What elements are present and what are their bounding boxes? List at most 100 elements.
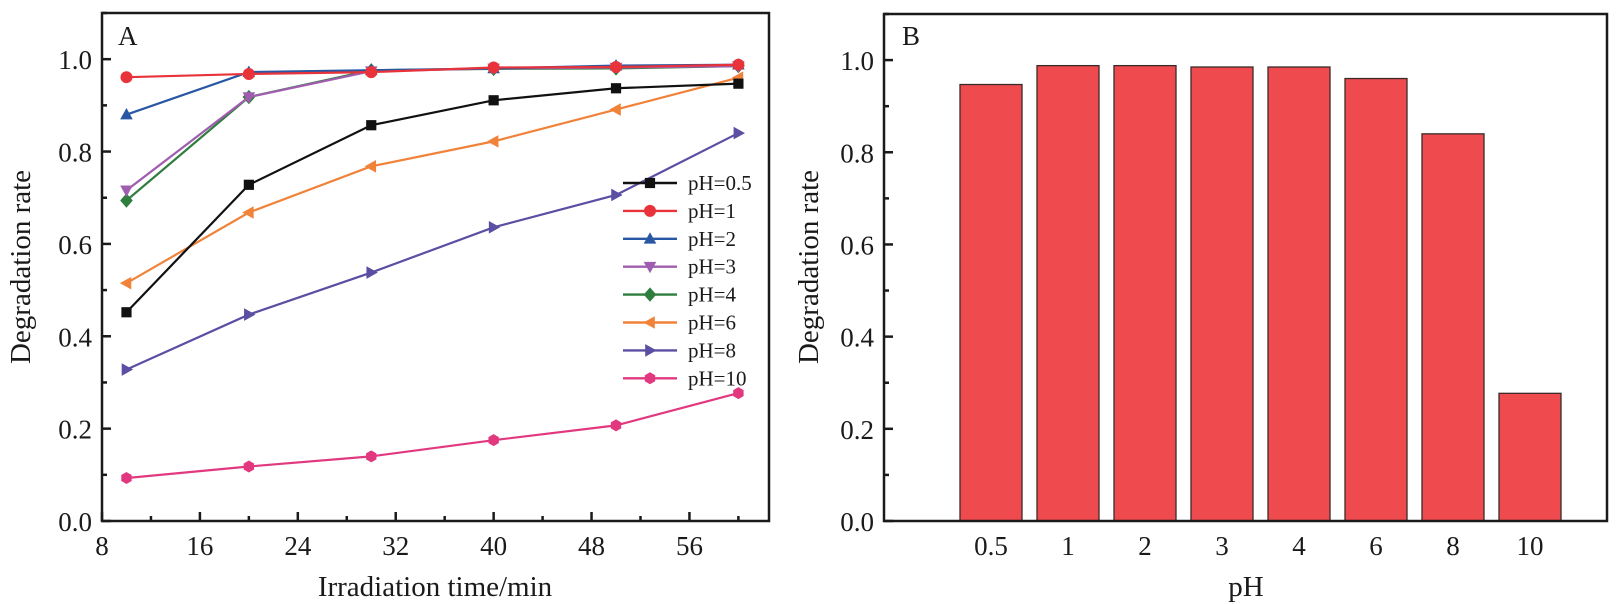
legend-marker-icon: [644, 177, 656, 189]
data-point: [610, 61, 623, 74]
legend-label: pH=8: [688, 338, 736, 362]
x-tick-label: 0.5: [974, 531, 1008, 561]
bar-ph-2: [1113, 64, 1177, 522]
legend-label: pH=4: [688, 283, 737, 307]
bar-ph-4: [1267, 66, 1331, 522]
x-tick-label: 48: [578, 531, 605, 561]
y-tick-label: 1.0: [58, 45, 92, 75]
data-point: [488, 95, 499, 106]
y-tick-label: 0.8: [840, 138, 874, 168]
series-ph-0.5: [121, 78, 744, 318]
series-line: [126, 132, 739, 371]
series-line: [126, 392, 739, 480]
legend-label: pH=6: [688, 311, 736, 335]
data-point: [243, 460, 255, 473]
y-tick-label: 0.4: [58, 322, 92, 352]
x-tick-label: 24: [284, 531, 312, 561]
bar-ph-1: [1036, 64, 1100, 522]
series-line: [125, 65, 739, 192]
bar-ph-0.5: [959, 83, 1023, 522]
legend-item: pH=0.5: [623, 171, 752, 195]
y-tick-label: 1.0: [840, 46, 874, 76]
data-point: [366, 120, 377, 131]
panel-b-x-axis-title: pH: [1228, 571, 1264, 603]
data-point: [120, 108, 133, 120]
series-line: [125, 82, 739, 314]
panel-a-frame: [100, 11, 771, 523]
legend-label: pH=1: [688, 199, 736, 223]
data-point: [242, 67, 255, 80]
panel-a-x-axis: 8 16 24 32 40 48 56: [95, 512, 740, 561]
bar-ph-8: [1421, 133, 1485, 522]
data-point: [488, 220, 501, 234]
data-point: [487, 135, 499, 148]
x-tick-label: 10: [1517, 531, 1544, 561]
bar-ph-10: [1498, 392, 1562, 522]
x-tick-label: 56: [676, 531, 703, 561]
x-tick-label: 6: [1369, 531, 1383, 561]
legend-item: pH=2: [623, 227, 736, 251]
data-point: [609, 103, 621, 116]
legend-item: pH=4: [623, 283, 737, 307]
y-tick-label: 0.8: [58, 138, 92, 168]
data-point: [244, 308, 256, 321]
data-point: [121, 472, 132, 485]
panel-b-bar-chart: 0.0 0.2 0.4 0.6 0.8 1.0 0.5 1 2 3 4 6 8 10 B pH Degr…: [793, 12, 1609, 603]
data-point: [365, 66, 378, 79]
data-point: [120, 185, 133, 197]
panel-a-y-axis-title: Degradation rate: [5, 170, 37, 364]
x-tick-label: 3: [1215, 531, 1229, 561]
series-ph-8: [121, 126, 746, 376]
y-tick-label: 0.0: [58, 507, 92, 537]
data-point: [119, 276, 132, 290]
x-tick-label: 40: [480, 531, 507, 561]
panel-b-label: B: [902, 21, 920, 51]
legend-marker-icon: [643, 261, 657, 274]
series-ph-1: [120, 58, 745, 84]
legend-item: pH=10: [623, 366, 747, 390]
legend-item: pH=1: [623, 199, 736, 223]
data-point: [610, 83, 622, 94]
legend-marker-icon: [645, 344, 657, 357]
x-tick-label: 4: [1292, 531, 1306, 561]
data-point: [611, 188, 623, 202]
data-point: [733, 387, 744, 400]
legend-marker-icon: [643, 287, 657, 302]
bar-ph-6: [1344, 77, 1408, 522]
data-point: [242, 206, 254, 219]
panel-a-x-axis-title: Irradiation time/min: [318, 571, 553, 603]
legend-item: pH=6: [623, 311, 736, 335]
legend-item: pH=8: [623, 338, 736, 362]
x-tick-label: 8: [1446, 531, 1460, 561]
series-ph-10: [121, 387, 744, 485]
series-line: [126, 63, 739, 79]
panel-b-y-axis: 0.0 0.2 0.4 0.6 0.8 1.0: [840, 12, 893, 537]
data-point: [120, 193, 133, 208]
series-line: [126, 63, 739, 116]
data-point: [733, 78, 744, 89]
data-point: [364, 160, 377, 173]
legend-item: pH=3: [623, 255, 736, 279]
panel-a-plot-area: [119, 58, 746, 485]
data-point: [610, 419, 622, 432]
y-tick-label: 0.4: [840, 323, 874, 353]
legend-label: pH=2: [688, 227, 736, 251]
x-tick-label: 8: [95, 531, 109, 561]
panel-b-x-axis: 0.5 1 2 3 4 6 8 10: [974, 531, 1543, 561]
panel-a-line-chart: 0.0 0.2 0.4 0.6 0.8 1.0 8 16 24 32 40 48 56 A Irrad…: [5, 11, 771, 603]
legend-label: pH=3: [688, 255, 736, 279]
legend-marker-icon: [644, 204, 656, 217]
y-tick-label: 0.2: [840, 415, 874, 445]
data-point: [487, 61, 500, 74]
data-point: [242, 92, 256, 104]
data-point: [732, 58, 745, 71]
legend-label: pH=0.5: [688, 171, 752, 195]
panel-a-legend: pH=0.5 pH=1 pH=2 pH=3 pH=4 pH=6 pH=8 pH=10: [623, 171, 752, 390]
panel-b-plot-area: [959, 64, 1562, 522]
panel-b-y-axis-title: Degradation rate: [793, 170, 825, 364]
data-point: [488, 434, 499, 447]
panel-a-y-axis: 0.0 0.2 0.4 0.6 0.8 1.0: [58, 11, 111, 537]
data-point: [120, 71, 133, 84]
x-tick-label: 32: [382, 531, 409, 561]
